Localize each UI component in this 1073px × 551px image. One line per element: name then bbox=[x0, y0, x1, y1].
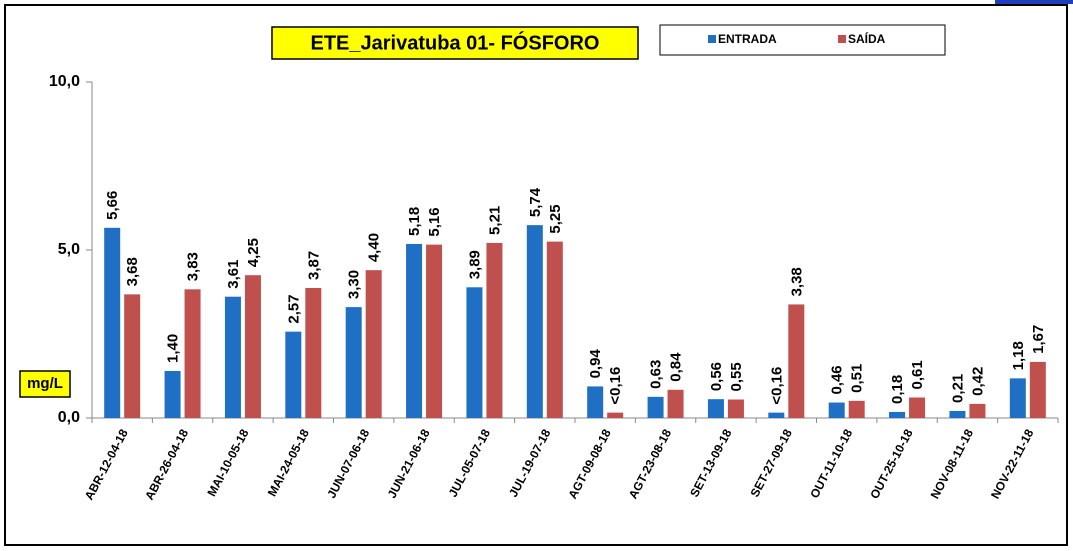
bar bbox=[707, 399, 724, 418]
bar bbox=[889, 411, 906, 418]
value-label: 3,83 bbox=[185, 252, 202, 281]
value-label: 0,18 bbox=[889, 375, 906, 404]
value-label: 5,16 bbox=[426, 207, 443, 236]
bar bbox=[546, 241, 563, 418]
y-tick-label: 5,0 bbox=[58, 241, 80, 258]
bar bbox=[526, 225, 543, 418]
bar bbox=[124, 294, 141, 418]
title-box bbox=[271, 26, 639, 60]
bar bbox=[466, 287, 483, 418]
bar bbox=[647, 396, 664, 418]
value-label: 1,18 bbox=[1010, 341, 1027, 370]
value-label: 5,66 bbox=[104, 191, 121, 220]
bar bbox=[305, 287, 322, 418]
legend-swatch bbox=[708, 35, 716, 43]
value-label: 0,84 bbox=[668, 352, 685, 382]
bar bbox=[486, 242, 503, 418]
value-label: 5,25 bbox=[547, 204, 564, 233]
bar bbox=[426, 244, 443, 418]
value-label: 3,61 bbox=[225, 260, 242, 289]
bar bbox=[909, 397, 926, 418]
legend-label: ENTRADA bbox=[718, 32, 777, 46]
value-label: 0,42 bbox=[969, 367, 986, 396]
legend-box bbox=[659, 24, 946, 56]
value-label: 3,30 bbox=[346, 270, 363, 299]
value-label: <0,16 bbox=[607, 367, 624, 405]
value-label: 3,38 bbox=[788, 267, 805, 296]
bar bbox=[587, 386, 604, 418]
y-tick-label: 0,0 bbox=[58, 409, 80, 426]
value-label: 1,67 bbox=[1030, 325, 1047, 354]
bar bbox=[1029, 361, 1046, 418]
value-label: 3,68 bbox=[124, 257, 141, 286]
bar bbox=[1009, 378, 1026, 418]
value-label: 2,57 bbox=[285, 294, 302, 323]
corner-mark bbox=[995, 0, 1073, 4]
bar bbox=[949, 410, 966, 418]
y-axis-label: mg/L bbox=[27, 375, 63, 392]
value-label: 4,25 bbox=[245, 238, 262, 267]
value-label: 1,40 bbox=[165, 334, 182, 363]
bar bbox=[727, 399, 744, 418]
bar bbox=[164, 370, 181, 418]
value-label: 0,51 bbox=[849, 364, 866, 393]
value-label: 0,55 bbox=[728, 362, 745, 391]
value-label: 0,61 bbox=[909, 360, 926, 389]
bar bbox=[104, 227, 121, 418]
value-label: 3,89 bbox=[466, 250, 483, 279]
bar bbox=[406, 243, 423, 418]
value-label: 0,46 bbox=[829, 365, 846, 394]
y-label-box bbox=[19, 370, 71, 398]
bar bbox=[184, 289, 201, 418]
bar bbox=[848, 400, 865, 418]
value-label: 0,21 bbox=[949, 374, 966, 403]
bar bbox=[607, 412, 624, 418]
bar bbox=[667, 389, 684, 418]
value-label: 5,21 bbox=[486, 206, 503, 235]
legend-swatch bbox=[838, 35, 846, 43]
value-label: 0,94 bbox=[587, 349, 604, 379]
bar bbox=[224, 296, 241, 418]
y-tick-label: 10,0 bbox=[49, 73, 80, 90]
bar bbox=[345, 307, 362, 418]
bar bbox=[285, 331, 302, 418]
bar bbox=[365, 270, 382, 418]
bar bbox=[244, 275, 261, 418]
legend-label: SAÍDA bbox=[848, 31, 886, 46]
value-label: 0,63 bbox=[648, 360, 665, 389]
bar bbox=[788, 304, 805, 418]
value-label: <0,16 bbox=[768, 367, 785, 405]
value-label: 0,56 bbox=[708, 362, 725, 391]
value-label: 4,40 bbox=[366, 233, 383, 262]
bar bbox=[828, 402, 845, 418]
value-label: 5,74 bbox=[527, 187, 544, 217]
value-label: 5,18 bbox=[406, 207, 423, 236]
bar bbox=[768, 412, 785, 418]
bar bbox=[969, 403, 986, 418]
value-label: 3,87 bbox=[305, 251, 322, 280]
chart-title: ETE_Jarivatuba 01- FÓSFORO bbox=[311, 30, 600, 54]
